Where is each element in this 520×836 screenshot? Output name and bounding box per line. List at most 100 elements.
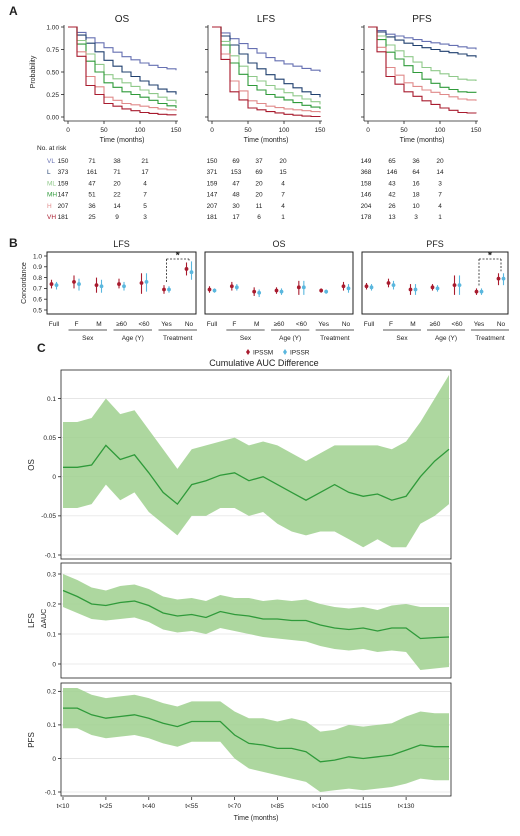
concordance-point-ipssm [184,267,189,271]
km-curve-l [212,26,321,98]
km-x-tick-label: 50 [100,127,108,134]
risk-count: 158 [361,180,372,187]
risk-count: 1 [438,214,442,221]
concordance-point-ipssm [252,289,257,294]
concordance-x-tick-label: No [185,321,194,328]
concordance-point-ipssm [296,285,301,290]
concordance-point-ipssm [408,287,413,292]
auc-y-tick-label: 0.3 [47,571,56,578]
auc-y-tick-label: -0.1 [45,552,57,559]
risk-count: 15 [279,169,287,176]
auc-y-tick-label: 0.1 [47,631,56,638]
concordance-x-tick-label: Yes [318,321,329,328]
risk-count: 207 [207,203,218,210]
risk-count: 64 [412,169,420,176]
km-y-tick-label: 0.25 [46,92,59,99]
concordance-group-label: Sex [240,335,252,342]
km-title: LFS [257,14,276,25]
risk-count: 161 [87,169,98,176]
auc-panel-label: LFS [27,613,36,628]
concordance-point-ipssr [324,289,329,294]
concordance-point-ipssm [94,283,99,288]
concordance-point-ipssm [207,287,212,292]
risk-count: 17 [141,169,149,176]
km-y-tick-label: 0.75 [46,47,59,54]
risk-group-label: H [47,203,52,210]
concordance-y-tick-label: 1.0 [33,253,42,260]
risk-count: 149 [361,158,372,165]
km-curve-l [68,26,177,95]
risk-count: 4 [281,180,285,187]
auc-y-tick-label: -0.1 [45,789,57,796]
km-x-label: Time (months) [400,137,445,144]
auc-panel-label: OS [27,459,36,471]
concordance-group-label: Sex [82,335,94,342]
km-curve-vl [68,26,177,71]
concordance-group-label: Treatment [475,335,505,342]
km-x-tick-label: 150 [171,127,182,134]
km-title: PFS [412,14,432,25]
risk-count: 47 [88,180,96,187]
concordance-point-ipssm [162,287,166,292]
risk-count: 22 [113,192,121,199]
risk-count: 159 [207,180,218,187]
risk-count: 47 [232,180,240,187]
km-curve-vh [212,26,321,118]
concordance-point-ipssr [167,287,171,292]
concordance-point-ipssr [479,289,484,294]
concordance-x-tick-label: <60 [138,321,149,328]
auc-x-tick-label: t<40 [142,803,155,810]
concordance-title: OS [272,239,285,249]
auc-panel-frame [60,562,452,679]
auc-x-tick-label: t<55 [185,803,198,810]
risk-count: 20 [255,180,263,187]
risk-count: 147 [58,192,69,199]
risk-count: 20 [279,158,287,165]
risk-count: 65 [388,158,396,165]
risk-count: 21 [141,158,149,165]
risk-count: 3 [438,180,442,187]
km-x-tick-label: 0 [66,127,70,134]
auc-difference-line [63,444,450,506]
km-x-label: Time (months) [244,137,289,144]
auc-title: Cumulative AUC Difference [209,358,318,368]
risk-count: 4 [281,203,285,210]
concordance-point-ipssm [117,282,121,286]
concordance-title: PFS [426,239,444,249]
risk-count: 51 [88,192,96,199]
km-x-tick-label: 100 [135,127,146,134]
risk-count: 71 [88,158,96,165]
concordance-point-ipssr [99,284,104,289]
auc-x-tick-label: t<130 [398,803,415,810]
concordance-point-ipssr [77,282,81,286]
km-x-label: Time (months) [100,137,145,144]
concordance-y-label: Concordance [21,262,28,304]
concordance-group-label: Treatment [163,335,193,342]
concordance-x-tick-label: Full [364,321,375,328]
concordance-x-tick-label: M [254,321,259,328]
risk-count: 3 [414,214,418,221]
km-x-tick-label: 50 [244,127,252,134]
concordance-x-tick-label: Yes [161,321,172,328]
concordance-x-tick-label: <60 [296,321,307,328]
risk-count: 9 [115,214,119,221]
risk-count: 69 [232,158,240,165]
risk-count: 69 [255,169,263,176]
auc-difference-line [63,707,449,763]
concordance-x-tick-label: M [96,321,101,328]
risk-count: 4 [143,180,147,187]
auc-panel-label: PFS [27,732,36,748]
auc-y-tick-label: 0.05 [43,435,56,442]
auc-y-tick-label: 0 [52,661,56,668]
risk-group-label: MH [47,192,57,199]
auc-confidence-band [63,574,449,670]
risk-group-label: ML [47,180,56,187]
auc-panel-frame [60,682,452,797]
auc-confidence-band [63,688,449,792]
legend-marker-ipssr [283,349,287,355]
risk-title: No. at risk [37,145,67,152]
risk-count: 146 [387,169,398,176]
km-curve-l [368,26,477,58]
risk-count: 3 [143,214,147,221]
